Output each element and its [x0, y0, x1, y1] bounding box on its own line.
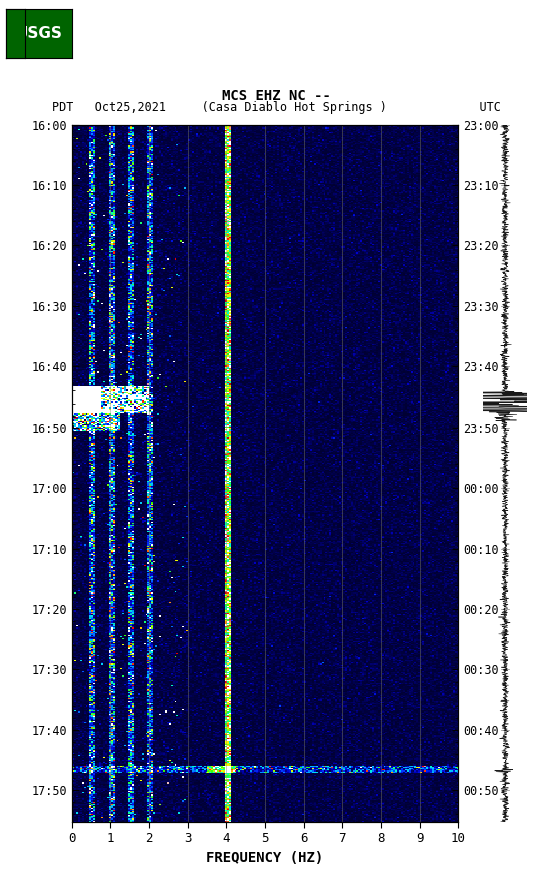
Text: MCS EHZ NC --: MCS EHZ NC --	[221, 88, 331, 103]
Text: USGS: USGS	[15, 26, 62, 41]
X-axis label: FREQUENCY (HZ): FREQUENCY (HZ)	[206, 850, 323, 864]
Text: PDT   Oct25,2021     (Casa Diablo Hot Springs )             UTC: PDT Oct25,2021 (Casa Diablo Hot Springs …	[51, 101, 501, 114]
